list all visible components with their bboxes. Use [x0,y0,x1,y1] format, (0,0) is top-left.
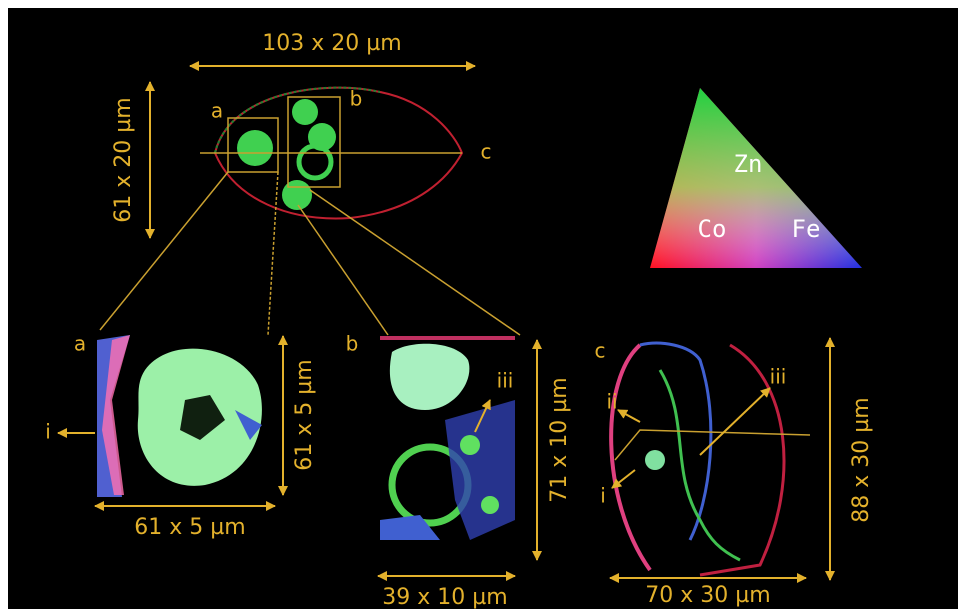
panel-height: 61 x 5 µm [292,359,317,470]
overview-width: 103 x 20 µm [262,31,401,56]
panel-label: a [74,332,86,356]
panel-height: 71 x 10 µm [547,377,572,502]
panel-width: 61 x 5 µm [134,515,245,540]
panel-label: b [346,332,359,356]
region-label: a [211,99,223,123]
panel-width: 70 x 30 µm [645,583,770,608]
marker-label: i [45,420,51,444]
marker-label: iii [770,365,787,389]
region-label: b [350,87,363,111]
element-label: Co [698,215,727,243]
element-label: Fe [792,215,821,243]
panel-width: 39 x 10 µm [382,585,507,609]
panel-height: 88 x 30 µm [849,397,874,522]
marker-label: ii [606,390,617,414]
panel-label: c [595,339,606,363]
figure: 103 x 20 µm 61 x 20 µm a b c Zn Co Fe a … [0,0,962,609]
region-label: c [481,140,492,164]
overview-height: 61 x 20 µm [111,97,136,222]
element-label: Zn [734,150,763,178]
page: {"overview": {"width_label": "103 x 20 µ… [0,0,962,609]
marker-label: iii [497,369,514,393]
marker-label: i [600,484,606,508]
